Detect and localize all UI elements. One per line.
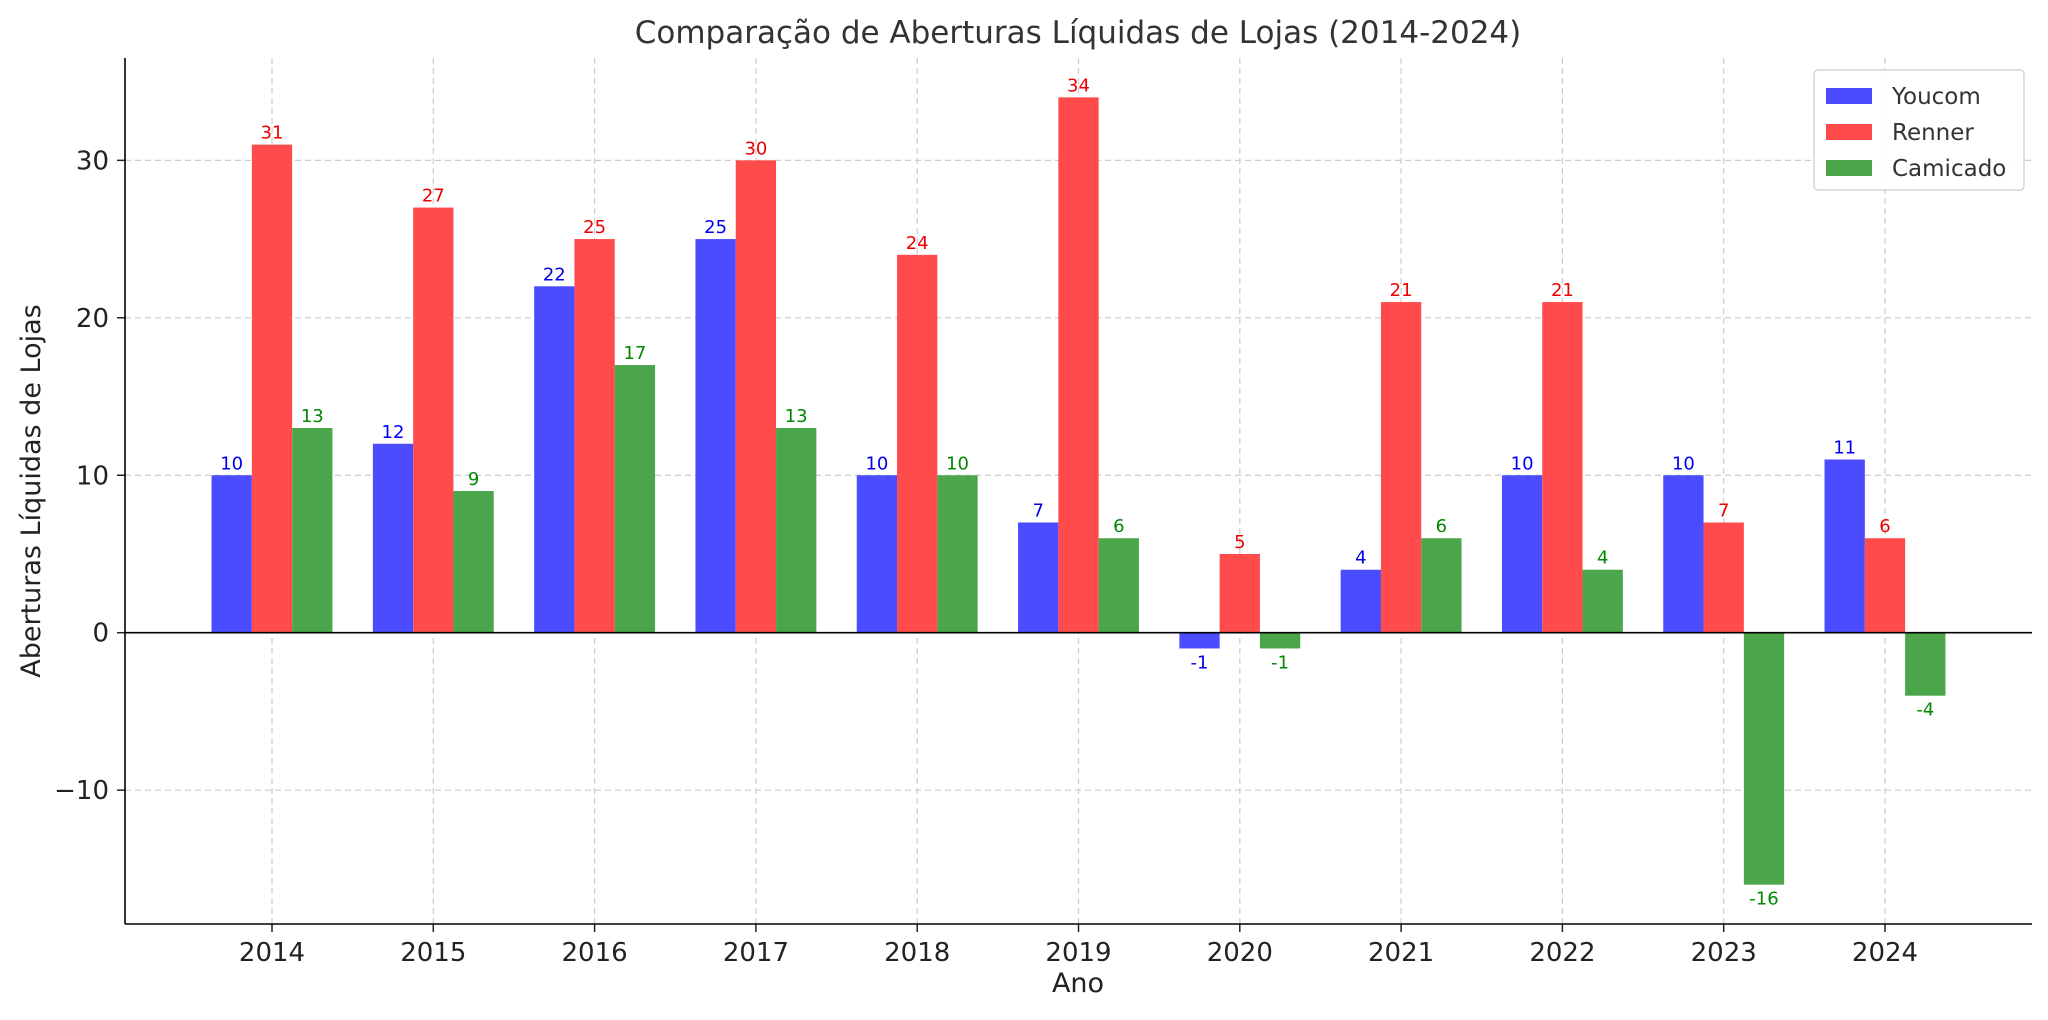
data-label-camicado-2018: 10 [946,453,969,474]
bar-renner-2024 [1864,538,1906,633]
bar-youcom-2022 [1501,475,1543,633]
data-label-youcom-2019: 7 [1032,500,1043,521]
data-label-camicado-2015: 9 [468,469,479,490]
data-label-youcom-2014: 10 [220,453,243,474]
data-label-youcom-2018: 10 [865,453,888,474]
bar-camicado-2017 [776,428,817,633]
bar-youcom-2014 [211,475,252,633]
data-label-camicado-2014: 13 [301,406,324,427]
bar-renner-2019 [1058,97,1099,633]
data-label-youcom-2015: 12 [382,422,405,443]
x-tick-label: 2020 [1207,938,1273,968]
legend-swatch-renner [1826,124,1872,140]
data-label-camicado-2017: 13 [785,406,808,427]
data-label-renner-2021: 21 [1390,280,1413,301]
x-tick-label: 2022 [1529,938,1595,968]
bar-youcom-2017 [695,239,736,633]
bar-camicado-2016 [614,365,656,633]
bar-renner-2016 [574,239,615,633]
bar-youcom-2024 [1824,459,1865,633]
legend-swatch-camicado [1826,160,1872,176]
axes-layer: −10 0 10 20 30 2014 2015 2016 2017 2018 2019 2020 20… [54,58,2032,968]
y-tick-label: 20 [76,304,109,334]
legend-swatch-youcom [1826,88,1872,104]
data-label-renner-2017: 30 [744,138,767,159]
data-label-renner-2018: 24 [906,233,929,254]
data-label-youcom-2023: 10 [1672,453,1695,474]
bar-renner-2017 [735,160,777,633]
x-tick-label: 2024 [1852,938,1918,968]
y-tick-label: 10 [76,461,109,491]
bar-youcom-2016 [534,286,575,633]
bar-renner-2021 [1380,302,1422,633]
bar-renner-2022 [1542,302,1583,633]
y-tick-label: 0 [92,619,109,649]
data-label-youcom-2022: 10 [1511,453,1534,474]
data-label-renner-2023: 7 [1718,500,1729,521]
data-label-renner-2024: 6 [1879,516,1890,537]
data-label-youcom-2024: 11 [1833,438,1856,459]
bar-camicado-2019 [1098,538,1139,633]
bars-layer [211,97,1946,885]
data-label-camicado-2019: 6 [1113,516,1124,537]
x-tick-label: 2023 [1691,938,1757,968]
data-label-renner-2015: 27 [422,186,445,207]
y-tick-label: 30 [76,146,109,176]
x-tick-label: 2021 [1368,938,1434,968]
legend-label-youcom: Youcom [1891,84,1981,110]
y-tick-label: −10 [54,776,109,806]
x-tick-label: 2015 [400,938,466,968]
data-labels-layer: 10 31 13 12 27 9 22 25 17 25 30 13 10 24 10 7 34 6 -1 5 -1 4 2… [220,75,1934,909]
data-label-camicado-2022: 4 [1597,548,1608,569]
bar-youcom-2023 [1663,475,1704,633]
x-tick-label: 2016 [562,938,628,968]
y-axis-label: Aberturas Líquidas de Lojas [16,304,47,677]
bar-youcom-2021 [1340,569,1381,633]
data-label-renner-2020: 5 [1234,532,1245,553]
data-label-youcom-2016: 22 [543,264,566,285]
bar-camicado-2020 [1259,632,1301,649]
bar-renner-2018 [897,254,938,633]
legend: Youcom Renner Camicado [1813,69,2025,191]
bar-renner-2023 [1703,522,1744,633]
data-label-camicado-2016: 17 [623,343,646,364]
bar-youcom-2020 [1179,632,1220,649]
x-tick-label: 2014 [239,938,305,968]
data-label-youcom-2017: 25 [704,217,727,238]
bar-youcom-2019 [1018,522,1059,633]
data-label-youcom-2021: 4 [1355,548,1366,569]
data-label-camicado-2024: -4 [1916,700,1934,721]
x-tick-label: 2018 [884,938,950,968]
data-label-renner-2016: 25 [583,217,606,238]
bar-renner-2014 [251,144,293,633]
bar-camicado-2021 [1421,538,1462,633]
bar-camicado-2014 [292,428,333,633]
data-label-youcom-2020: -1 [1191,652,1209,673]
data-label-renner-2014: 31 [261,123,284,144]
x-tick-label: 2017 [723,938,789,968]
bar-camicado-2023 [1743,632,1785,885]
chart-title: Comparação de Aberturas Líquidas de Loja… [635,15,1522,51]
data-label-camicado-2023: -16 [1749,889,1778,910]
bar-camicado-2018 [937,475,978,633]
data-label-renner-2022: 21 [1551,280,1574,301]
bar-youcom-2015 [372,443,414,633]
data-label-camicado-2020: -1 [1271,652,1289,673]
bar-youcom-2018 [856,475,898,633]
data-label-camicado-2021: 6 [1436,516,1447,537]
bar-camicado-2015 [453,491,494,633]
bar-renner-2020 [1219,553,1260,633]
bar-camicado-2022 [1582,569,1623,633]
x-tick-label: 2019 [1045,938,1111,968]
x-axis-label: Ano [1052,968,1104,999]
legend-label-camicado: Camicado [1892,156,2006,182]
legend-label-renner: Renner [1892,120,1974,146]
bar-renner-2015 [413,207,454,633]
bar-camicado-2024 [1905,632,1946,696]
data-label-renner-2019: 34 [1067,75,1090,96]
